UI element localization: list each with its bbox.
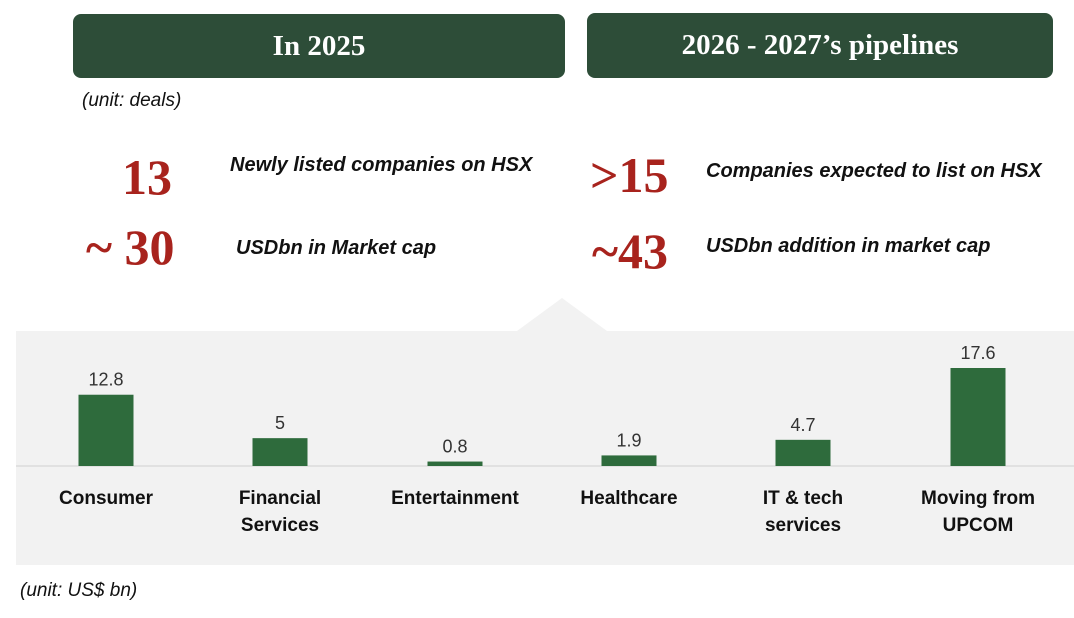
bar xyxy=(950,368,1006,466)
category-label: Healthcare xyxy=(580,488,677,509)
header-in-2025: In 2025 xyxy=(73,14,565,78)
stat-market-cap-addition-value: ~43 xyxy=(592,223,669,279)
header-pipelines-label: 2026 - 2027’s pipelines xyxy=(681,29,959,61)
stat-market-cap-label: USDbn in Market cap xyxy=(236,237,437,259)
bar xyxy=(252,438,308,466)
unit-deals-label: (unit: deals) xyxy=(82,90,182,111)
header-in-2025-label: In 2025 xyxy=(272,29,366,62)
panel-pointer xyxy=(517,298,607,331)
category-label: Moving from UPCOM xyxy=(921,488,1035,536)
stat-market-cap-value: ~ 30 xyxy=(86,219,175,275)
bar-value-label: 5 xyxy=(275,413,285,433)
stat-expected-listings-label: Companies expected to list on HSX xyxy=(706,160,1042,182)
bar-value-label: 17.6 xyxy=(960,343,995,363)
stat-expected-listings-value: >15 xyxy=(590,147,669,203)
category-label: Consumer xyxy=(59,488,154,509)
bar xyxy=(427,461,483,466)
category-label: IT & tech services xyxy=(763,488,843,536)
stat-newly-listed-label: Newly listed companies on HSX xyxy=(230,154,533,176)
unit-usd-bn-label: (unit: US$ bn) xyxy=(20,580,138,601)
bar xyxy=(775,439,831,466)
stat-market-cap-addition-label: USDbn addition in market cap xyxy=(706,235,991,257)
chart-panel xyxy=(16,331,1074,565)
bar-value-label: 1.9 xyxy=(616,430,641,450)
bar xyxy=(601,455,657,466)
bar-value-label: 0.8 xyxy=(442,437,467,457)
bar xyxy=(78,394,134,466)
stat-newly-listed-value: 13 xyxy=(122,149,172,205)
bar-value-label: 12.8 xyxy=(88,370,123,390)
bar-value-label: 4.7 xyxy=(790,415,815,435)
header-pipelines: 2026 - 2027’s pipelines xyxy=(587,13,1053,78)
category-label: Entertainment xyxy=(391,488,519,509)
category-label: Financial Services xyxy=(239,488,321,536)
